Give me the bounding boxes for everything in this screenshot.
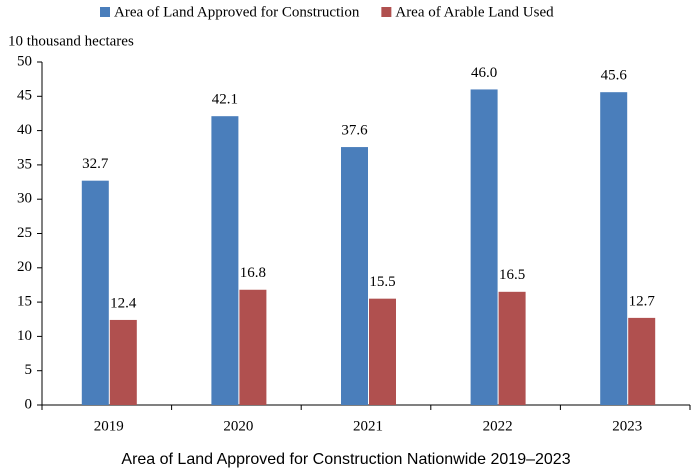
bar — [628, 317, 656, 405]
y-tick-label: 35 — [17, 156, 32, 172]
bar — [600, 92, 628, 406]
value-label: 37.6 — [341, 123, 368, 139]
x-tick-label: 2021 — [353, 418, 383, 434]
legend-label: Area of Land Approved for Construction — [114, 4, 360, 20]
value-label: 32.7 — [82, 156, 109, 172]
y-tick-label: 15 — [17, 294, 32, 310]
bar — [109, 319, 137, 405]
y-tick-label: 20 — [17, 259, 32, 275]
y-tick-label: 5 — [25, 362, 33, 378]
y-axis-label: 10 thousand hectares — [8, 33, 134, 49]
y-tick-label: 0 — [25, 396, 33, 412]
value-label: 45.6 — [601, 68, 628, 84]
y-tick-label: 45 — [17, 88, 32, 104]
bar — [341, 147, 368, 405]
value-label: 42.1 — [212, 92, 238, 108]
y-tick-label: 25 — [17, 225, 32, 241]
chart-title: Area of Land Approved for Construction N… — [121, 451, 570, 468]
bar — [81, 180, 109, 405]
y-tick-label: 50 — [17, 53, 32, 69]
legend-label: Area of Arable Land Used — [395, 4, 554, 20]
y-tick-label: 30 — [17, 191, 32, 207]
x-tick-label: 2022 — [483, 418, 513, 434]
x-tick-label: 2020 — [223, 418, 253, 434]
bar — [369, 298, 396, 405]
x-tick-label: 2019 — [94, 418, 124, 434]
legend-swatch — [381, 7, 392, 17]
value-label: 46.0 — [471, 65, 497, 81]
bar — [470, 89, 498, 405]
y-tick-label: 10 — [17, 328, 32, 344]
legend-swatch — [100, 7, 110, 17]
value-label: 12.7 — [629, 293, 656, 309]
value-label: 16.5 — [499, 267, 525, 283]
bar — [239, 289, 267, 405]
x-tick-label: 2023 — [612, 418, 642, 434]
bar — [211, 116, 239, 405]
y-tick-label: 40 — [17, 122, 32, 138]
bar — [498, 291, 526, 405]
value-label: 15.5 — [369, 274, 395, 290]
value-label: 12.4 — [110, 295, 137, 311]
value-label: 16.8 — [240, 265, 266, 281]
